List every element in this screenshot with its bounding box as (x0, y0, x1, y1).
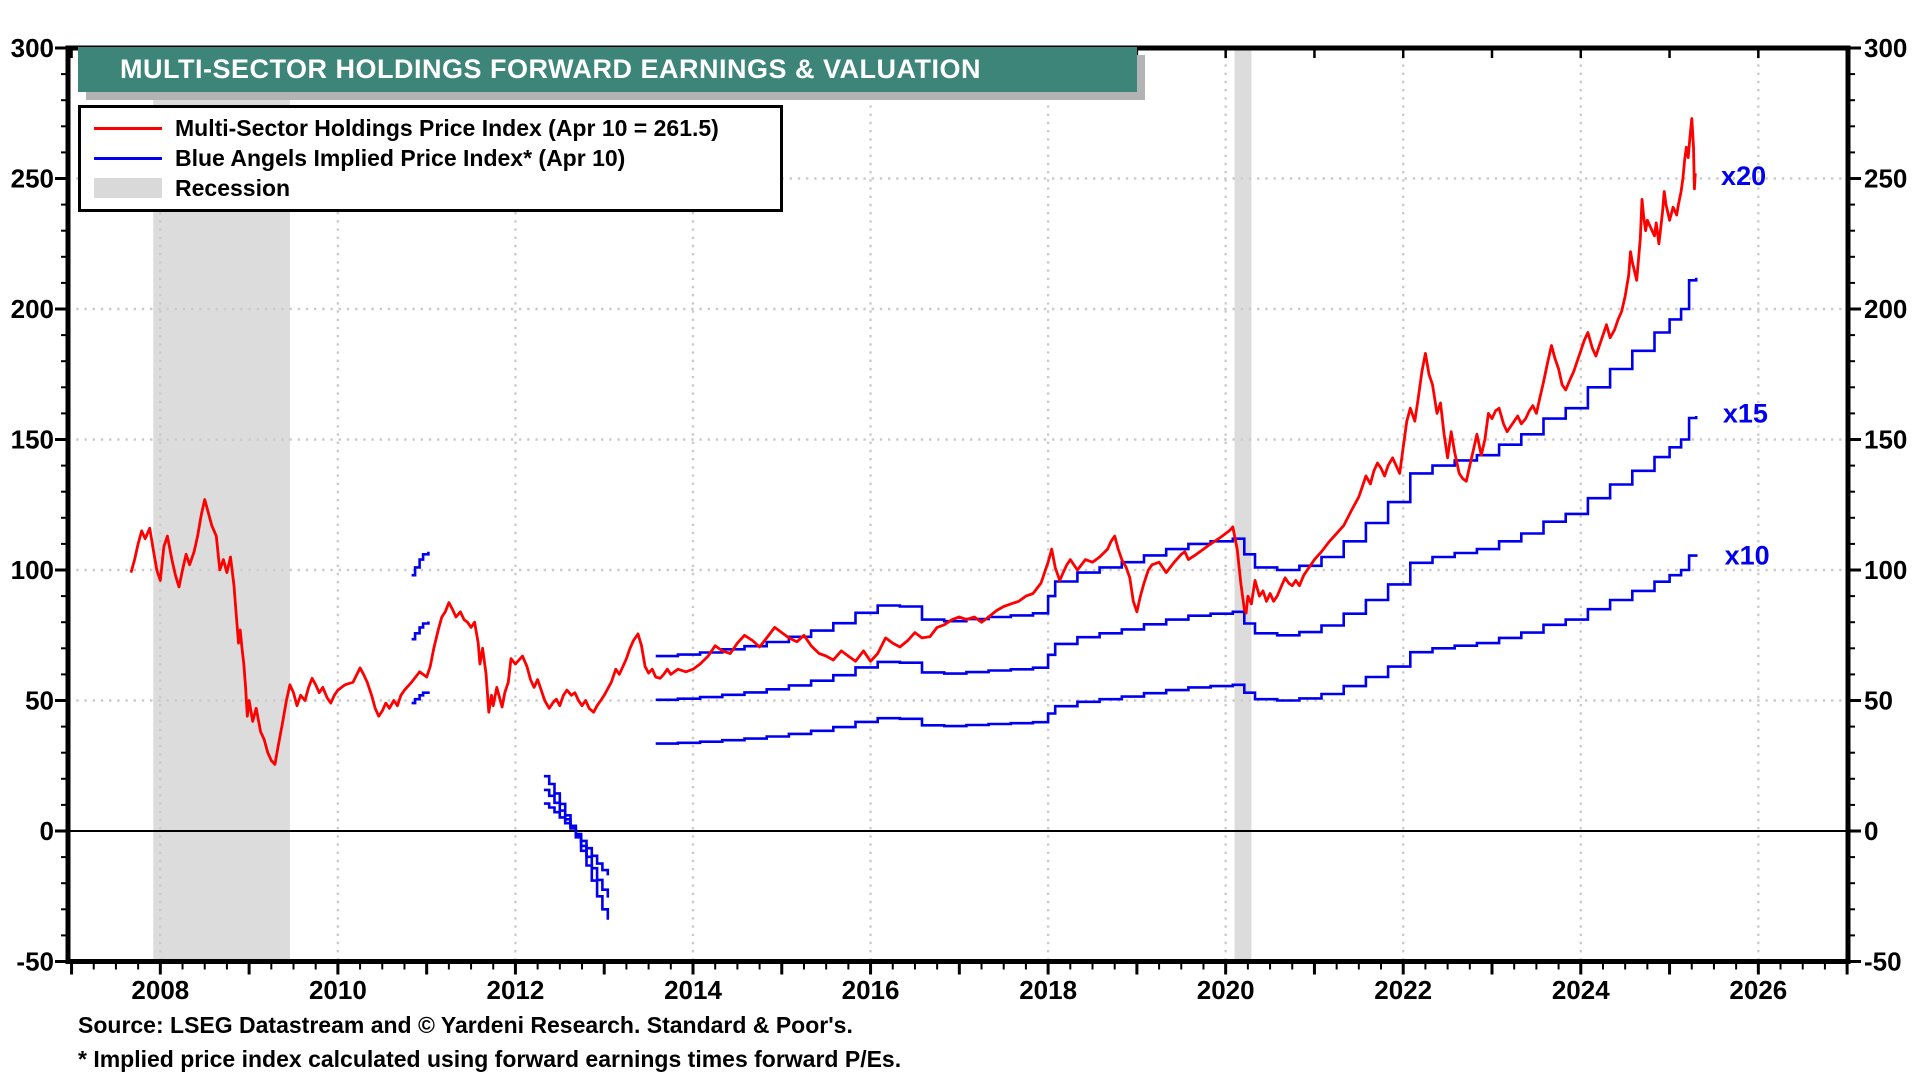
y-tick-label-right: 50 (1864, 686, 1893, 716)
legend-label-price-index: Multi-Sector Holdings Price Index (Apr 1… (175, 114, 719, 141)
blue-angels-x20-line (655, 277, 1698, 658)
recession-band (1234, 48, 1252, 962)
y-tick-label-left: 200 (11, 294, 54, 324)
y-axis-left-labels: -50 0 50 100 150 200 250 300 (11, 33, 54, 977)
legend-label-recession: Recession (175, 174, 291, 201)
x-tick-label: 2008 (131, 975, 189, 1005)
legend-item-recession: Recession (81, 173, 780, 203)
y-tick-label-right: 300 (1864, 33, 1907, 63)
blue-angels-x10-line (411, 691, 430, 705)
annotation-x20: x20 (1721, 161, 1766, 191)
x-axis-labels: 2008 2010 2012 2014 2016 2018 2020 2022 2024 2026 (131, 975, 1787, 1005)
blue-angels-x20-line (411, 551, 430, 577)
y-tick-label-left: 50 (25, 686, 54, 716)
recession-box-swatch (81, 178, 175, 198)
source-line: Source: LSEG Datastream and © Yardeni Re… (78, 1012, 853, 1038)
blue-angels-x15-line (411, 621, 430, 641)
x-tick-label: 2014 (664, 975, 722, 1005)
y-axis-right-labels: -50 0 50 100 150 200 250 300 (1864, 33, 1907, 977)
y-tick-label-left: -50 (16, 947, 54, 977)
y-tick-label-left: 250 (11, 164, 54, 194)
multiple-annotations: x20 x15 x10 (1721, 161, 1770, 571)
title-banner: MULTI-SECTOR HOLDINGS FORWARD EARNINGS &… (78, 47, 1137, 92)
legend: Multi-Sector Holdings Price Index (Apr 1… (78, 105, 783, 212)
footnote-line: * Implied price index calculated using f… (78, 1046, 902, 1072)
price-index-series (129, 117, 1697, 766)
axis-ticks (55, 46, 1861, 975)
y-tick-label-left: 300 (11, 33, 54, 63)
y-tick-label-left: 150 (11, 425, 54, 455)
chart-title: MULTI-SECTOR HOLDINGS FORWARD EARNINGS &… (120, 54, 981, 84)
x-tick-label: 2012 (487, 975, 545, 1005)
x-tick-label: 2020 (1197, 975, 1255, 1005)
blue-angels-x10-line (655, 554, 1698, 745)
y-tick-label-left: 0 (40, 816, 54, 846)
x-tick-label: 2018 (1019, 975, 1077, 1005)
legend-label-blue-angels: Blue Angels Implied Price Index* (Apr 10… (175, 144, 626, 171)
price-index-line (129, 117, 1697, 766)
y-tick-label-right: 200 (1864, 294, 1907, 324)
blue-angels-x20-line (543, 774, 610, 920)
x-tick-label: 2024 (1552, 975, 1610, 1005)
legend-item-price-index: Multi-Sector Holdings Price Index (Apr 1… (81, 113, 780, 143)
blue-angels-line-swatch (81, 156, 175, 160)
y-tick-label-right: 100 (1864, 555, 1907, 585)
price-index-line-swatch (81, 126, 175, 130)
y-tick-label-right: 150 (1864, 425, 1907, 455)
annotation-x15: x15 (1723, 398, 1768, 428)
y-tick-label-right: 250 (1864, 164, 1907, 194)
blue-angels-x10-line (543, 802, 610, 876)
blue-angels-x15-line (655, 416, 1698, 702)
x-tick-label: 2022 (1374, 975, 1432, 1005)
x-tick-label: 2026 (1729, 975, 1787, 1005)
y-tick-label-left: 100 (11, 555, 54, 585)
x-tick-label: 2016 (842, 975, 900, 1005)
y-tick-label-right: -50 (1864, 947, 1902, 977)
blue-angels-series (411, 277, 1698, 920)
legend-item-blue-angels: Blue Angels Implied Price Index* (Apr 10… (81, 143, 780, 173)
annotation-x10: x10 (1725, 541, 1770, 571)
footer: Source: LSEG Datastream and © Yardeni Re… (78, 1008, 901, 1076)
y-tick-label-right: 0 (1864, 816, 1878, 846)
x-tick-label: 2010 (309, 975, 367, 1005)
